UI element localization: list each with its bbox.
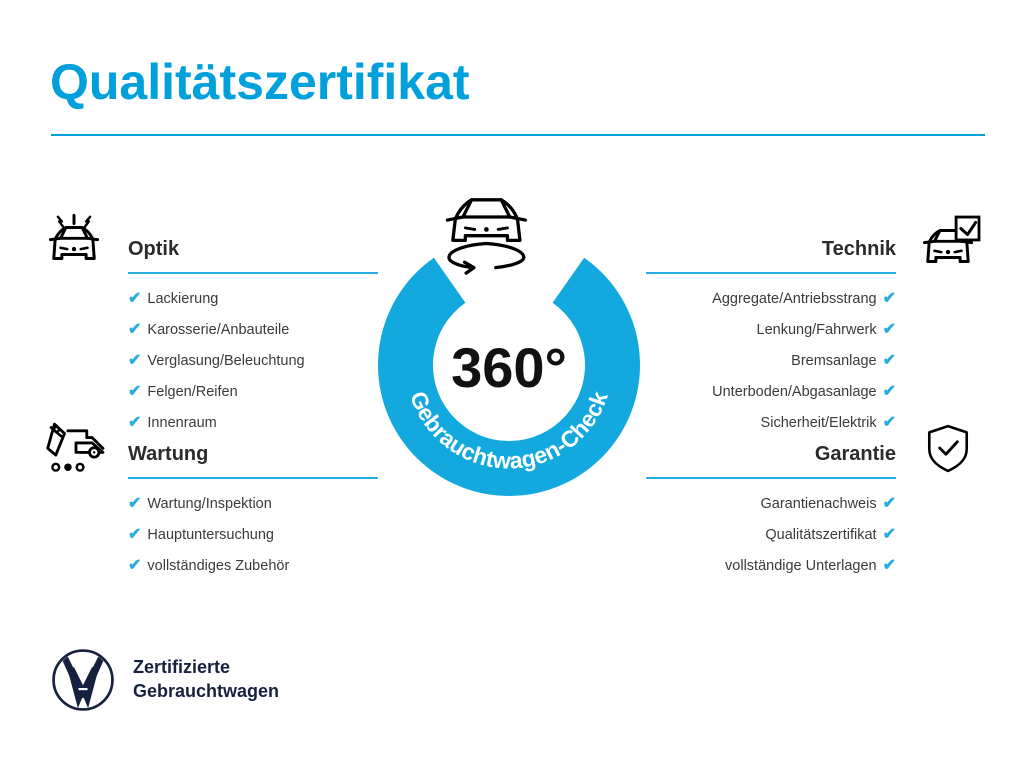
svg-text:360°: 360° [451, 336, 567, 399]
